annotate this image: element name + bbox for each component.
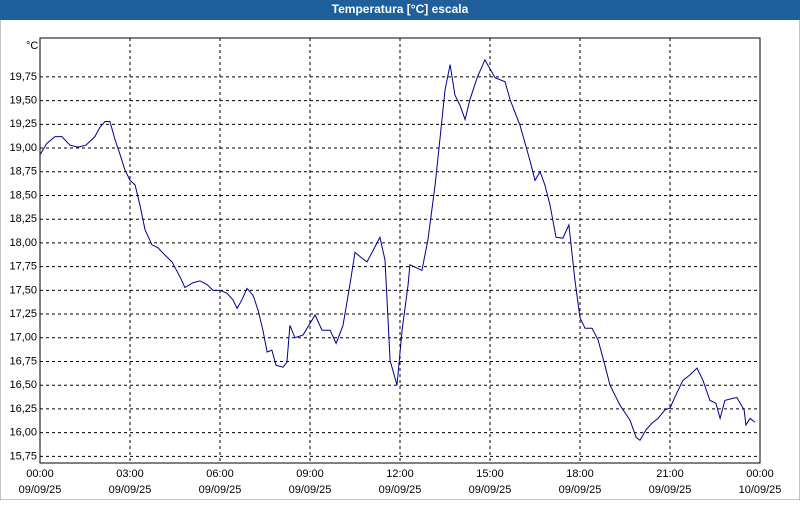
x-tick-label: 18:00: [566, 468, 594, 480]
title-bar: [0, 0, 800, 20]
y-tick-label: 19,75: [9, 71, 37, 83]
line-series: [39, 58, 756, 441]
y-tick-label: 17,25: [9, 308, 37, 320]
y-tick-label: 17,50: [9, 284, 37, 296]
x-tick-label: 09:00: [296, 468, 324, 480]
x-tick-date: 09/09/25: [199, 484, 242, 496]
y-tick-label: 16,50: [9, 379, 37, 391]
y-tick-label: 19,25: [9, 118, 37, 130]
y-axis-label: °C: [26, 40, 38, 52]
x-tick-date: 09/09/25: [289, 484, 332, 496]
x-tick-date: 09/09/25: [649, 484, 692, 496]
x-tick-label: 03:00: [116, 468, 144, 480]
x-tick-date: 09/09/25: [109, 484, 152, 496]
y-tick-label: 15,75: [9, 450, 37, 462]
y-tick-label: 19,50: [9, 95, 37, 107]
x-tick-date: 10/09/25: [739, 484, 782, 496]
x-tick-date: 09/09/25: [19, 484, 62, 496]
y-tick-label: 18,00: [9, 237, 37, 249]
x-tick-label: 15:00: [476, 468, 504, 480]
y-tick-label: 18,25: [9, 213, 37, 225]
x-tick-date: 09/09/25: [469, 484, 512, 496]
x-tick-label: 06:00: [206, 468, 234, 480]
y-tick-label: 16,25: [9, 403, 37, 415]
y-tick-label: 19,00: [9, 142, 37, 154]
x-tick-date: 09/09/25: [379, 484, 422, 496]
y-tick-label: 16,75: [9, 355, 37, 367]
y-tick-label: 17,75: [9, 261, 37, 273]
x-tick-date: 09/09/25: [559, 484, 602, 496]
x-tick-label: 12:00: [386, 468, 414, 480]
y-tick-label: 18,75: [9, 166, 37, 178]
x-tick-label: 00:00: [26, 468, 54, 480]
y-tick-label: 18,50: [9, 189, 37, 201]
y-tick-label: 17,00: [9, 332, 37, 344]
x-tick-label: 21:00: [656, 468, 684, 480]
chart-title: Temperatura [°C] escala: [332, 2, 469, 16]
x-tick-label: 00:00: [746, 468, 774, 480]
y-tick-label: 16,00: [9, 427, 37, 439]
